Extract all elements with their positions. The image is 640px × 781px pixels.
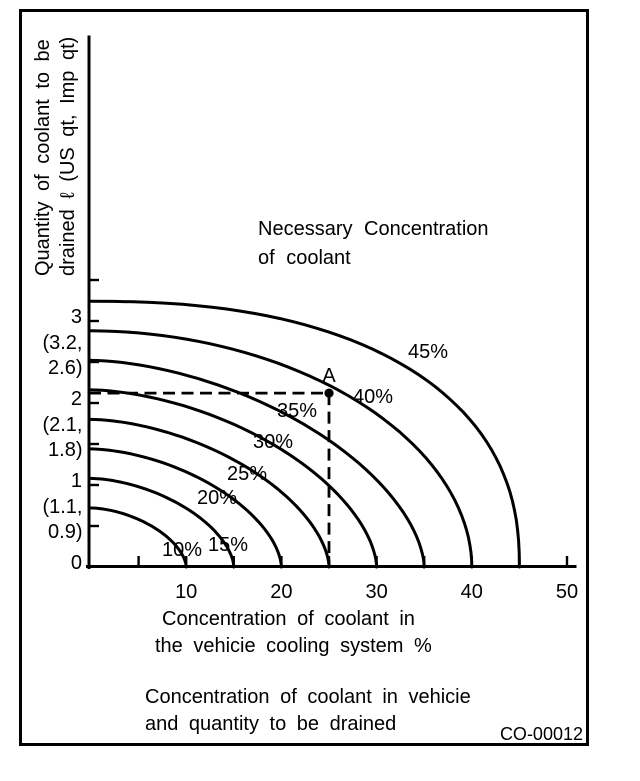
curve-label-20pct: 20% <box>197 487 237 509</box>
x-tick-label-10: 10 <box>175 581 197 603</box>
figure-code: CO-00012 <box>500 724 583 744</box>
curve-label-15pct: 15% <box>208 534 248 556</box>
y-axis-title-line-2: drained ℓ (US qt, Imp qt) <box>57 37 79 276</box>
figure-caption-line-2: and quantity to be drained <box>145 713 396 735</box>
curve-label-45pct: 45% <box>408 341 448 363</box>
x-axis-title-line-2: the vehicie cooling system % <box>155 635 432 657</box>
curve-15pct <box>89 476 236 569</box>
curve-label-30pct: 30% <box>253 431 293 453</box>
y-tick-qt-label-3-1: 2.6) <box>48 357 82 379</box>
y-tick-label-0: 0 <box>71 552 82 574</box>
x-tick-label-50: 50 <box>556 581 578 603</box>
curve-45pct <box>89 299 521 569</box>
chart-title-line-2: of coolant <box>258 247 351 269</box>
y-axis-title-line-1: Quantity of coolant to be <box>32 39 54 276</box>
y-tick-qt-label-1-0: (1.1, <box>42 496 82 518</box>
y-tick-label-1: 1 <box>71 470 82 492</box>
curve-label-10pct: 10% <box>162 539 202 561</box>
point-A-marker <box>324 388 334 398</box>
curve-label-35pct: 35% <box>277 400 317 422</box>
curve-35pct <box>89 358 426 569</box>
y-tick-qt-label-2-1: 1.8) <box>48 439 82 461</box>
figure-caption-line-1: Concentration of coolant in vehicie <box>145 686 471 708</box>
curve-25pct <box>89 417 331 569</box>
plot-area: A10% 15%20%25%30%35%40%45%10 20 30 40 503(3.2… <box>42 278 578 603</box>
x-tick-label-40: 40 <box>461 581 483 603</box>
y-tick-label-2: 2 <box>71 388 82 410</box>
curve-label-40pct: 40% <box>353 386 393 408</box>
y-tick-qt-label-2-0: (2.1, <box>42 414 82 436</box>
curve-30pct <box>89 388 379 569</box>
y-tick-label-3: 3 <box>71 306 82 328</box>
curve-label-25pct: 25% <box>227 463 267 485</box>
figure-border <box>19 9 589 746</box>
x-axis-title-line-1: Concentration of coolant in <box>162 608 415 630</box>
point-A-label: A <box>322 365 336 387</box>
axis-lines <box>86 35 577 569</box>
x-tick-label-30: 30 <box>365 581 387 603</box>
x-tick-label-20: 20 <box>270 581 292 603</box>
curve-20pct <box>89 447 283 569</box>
curve-40pct <box>89 329 474 569</box>
chart-title-line-1: Necessary Concentration <box>258 218 489 240</box>
y-tick-qt-label-1-1: 0.9) <box>48 521 82 543</box>
curve-10pct <box>89 506 188 569</box>
y-tick-qt-label-3-0: (3.2, <box>42 332 82 354</box>
